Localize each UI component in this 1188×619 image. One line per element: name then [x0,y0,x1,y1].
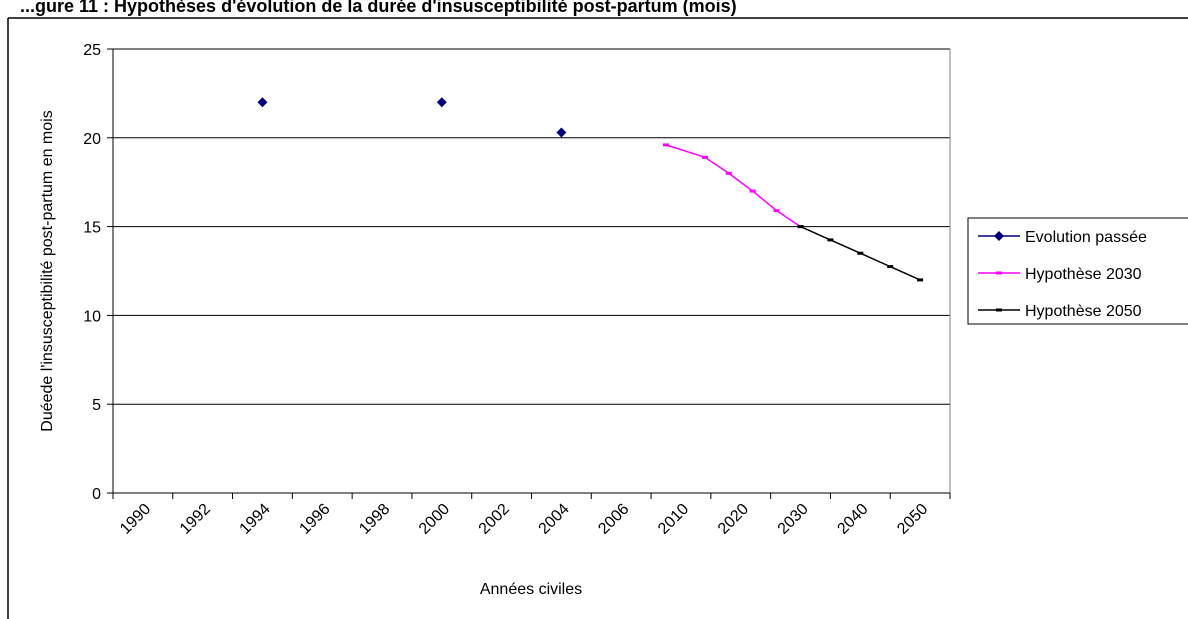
series-point-3 [857,251,864,255]
x-tick-labels: 1990 1992 1994 1996 1998 2000 2002 2004 2006 2010… [117,501,931,538]
legend: Evolution passée Hypothèse 2030 Hypothèse … [967,217,1188,325]
x-tick-label: 2020 [715,501,752,538]
legend-swatch-marker [996,308,1002,312]
series-point-2 [701,155,708,159]
legend-label: Evolution passée [1025,229,1147,246]
x-tick-label: 2004 [536,501,573,538]
x-tick-label: 2040 [834,501,871,538]
y-axis-title: Duéede l'insusceptibilité post-partum en… [39,110,56,431]
series-point-2 [663,143,670,147]
x-tick-label: 2000 [416,501,453,538]
x-tick-label: 2050 [894,501,931,538]
series-point-3 [887,265,894,269]
series-point-1 [436,97,447,108]
series-point-3 [827,238,834,242]
plot-area [113,49,950,493]
y-tick-labels: 0 5 10 15 20 25 [83,42,101,503]
series-point-2 [749,189,756,193]
gridlines [113,48,951,493]
x-axis-title: Années civiles [480,581,582,598]
x-tick-label: 2002 [476,501,513,538]
legend-label: Hypothèse 2030 [1025,266,1142,283]
y-tick-label: 20 [83,131,101,148]
series-line-2 [665,144,801,228]
x-tick-label: 1992 [177,501,214,538]
axes [107,48,951,499]
x-tick-label: 1996 [296,501,333,538]
legend-swatch-marker [994,231,1004,241]
y-tick-label: 5 [92,397,101,414]
series-point-3 [917,278,924,282]
series-point-2 [773,209,780,213]
legend-swatch-marker [996,271,1002,275]
legend-label: Hypothèse 2050 [1025,303,1142,320]
x-tick-label: 1994 [237,501,274,538]
y-tick-label: 25 [83,42,101,59]
series-point-1 [556,127,567,138]
series-point-3 [797,225,804,229]
x-tick-label: 2030 [775,501,812,538]
x-tick-label: 2006 [595,501,632,538]
y-tick-label: 0 [92,486,101,503]
series-marks [257,97,924,282]
y-tick-label: 10 [83,308,101,325]
series-point-1 [257,97,268,108]
x-tick-label: 1990 [117,501,154,538]
x-tick-label: 1998 [356,501,393,538]
y-tick-label: 15 [83,220,101,237]
x-tick-label: 2010 [655,501,692,538]
chart-title: ...gure 11 : Hypothèses d'évolution de l… [20,0,737,16]
series-point-2 [725,171,732,175]
